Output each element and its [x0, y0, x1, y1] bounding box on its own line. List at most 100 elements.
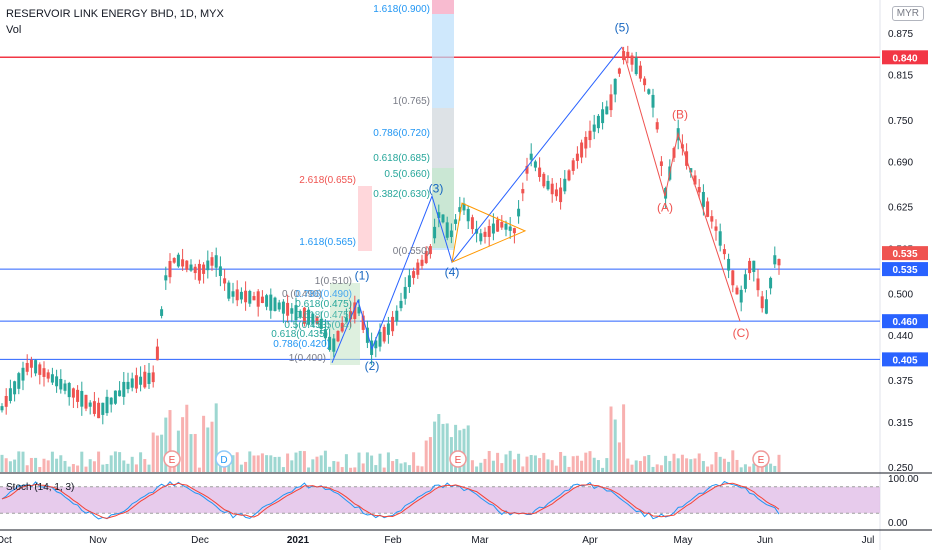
volume-bar [634, 460, 638, 472]
volume-bar [483, 458, 487, 472]
candle-body [580, 142, 584, 158]
last-price-tag [882, 246, 928, 261]
volume-bar [748, 466, 752, 472]
candle-body [63, 383, 67, 391]
fib-level-label: 0.618(0.685) [373, 153, 430, 164]
volume-bar [655, 464, 659, 472]
fib-level-label: 1(0.765) [393, 96, 430, 107]
price-tick-label: 0.375 [888, 376, 913, 387]
volume-bar [647, 454, 651, 472]
candle-body [168, 261, 172, 278]
volume-bar [122, 460, 126, 472]
volume-bar [290, 460, 294, 472]
time-tick-label: Mar [471, 535, 489, 546]
fib-band-red [358, 186, 372, 251]
candle-body [647, 89, 651, 94]
fib-level-label: 0.(0.490) [282, 289, 322, 300]
volume-bar [706, 466, 710, 472]
candle-body [340, 322, 344, 332]
volume-bar [689, 459, 693, 472]
corrective-wave-line [621, 46, 741, 322]
volume-bar [529, 455, 533, 472]
candle-body [323, 329, 327, 339]
candle-body [374, 340, 378, 349]
candle-body [391, 316, 395, 332]
candle-body [319, 318, 323, 329]
volume-bar [727, 461, 731, 472]
candle-body [748, 260, 752, 274]
candle-body [592, 124, 596, 132]
volume-bar [328, 466, 332, 472]
candle-body [109, 397, 113, 405]
volume-bar [59, 455, 63, 472]
volume-bar [571, 456, 575, 472]
candle-body [357, 307, 361, 314]
volume-bar [550, 460, 554, 472]
candle-body [617, 68, 621, 74]
volume-bar [428, 437, 432, 472]
volume-bar [202, 415, 206, 472]
volume-bar [113, 451, 117, 472]
fib-level-label: 0.618(0.435) [271, 329, 328, 340]
candle-body [386, 323, 390, 335]
candle-body [701, 191, 705, 207]
candle-body [256, 291, 260, 307]
volume-bar [391, 461, 395, 472]
volume-bar [462, 428, 466, 472]
volume-bar [626, 458, 630, 472]
volume-bar [315, 456, 319, 472]
time-tick-label: Oct [0, 535, 12, 546]
volume-bar [386, 452, 390, 472]
candle-body [601, 109, 605, 124]
volume-bar [244, 461, 248, 472]
candle-body [533, 161, 537, 168]
volume-bar [613, 419, 617, 472]
candle-body [479, 233, 483, 242]
candle-body [571, 160, 575, 171]
candle-body [101, 402, 105, 415]
event-marker-label: E [455, 455, 462, 466]
candle-body [760, 296, 764, 309]
candle-body [34, 360, 38, 374]
candle-body [584, 136, 588, 149]
volume-bar [365, 452, 369, 472]
candle-body [735, 287, 739, 295]
candle-body [113, 390, 117, 404]
volume-bar [525, 456, 529, 472]
volume-bar [38, 467, 42, 472]
price-tick-label: 0.500 [888, 289, 913, 300]
volume-bar [445, 423, 449, 472]
candle-body [38, 364, 42, 375]
candle-body [710, 216, 714, 222]
candle-body [626, 51, 630, 57]
time-tick-label: Jun [757, 535, 773, 546]
candle-body [67, 383, 71, 398]
candle-body [567, 170, 571, 181]
symbol-title[interactable]: RESERVOIR LINK ENERGY BHD, 1D, MYX [6, 8, 224, 20]
volume-bar [80, 451, 84, 472]
fib-level-label: 0(0.550) [393, 246, 430, 257]
volume-bar [336, 461, 340, 472]
candle-body [315, 316, 319, 324]
volume-bar [378, 453, 382, 472]
candle-body [622, 51, 626, 61]
volume-bar [294, 452, 298, 472]
candle-body [588, 130, 592, 141]
level-tag-label: 0.405 [892, 355, 917, 366]
price-tick-label: 0.750 [888, 116, 913, 127]
volume-bar [420, 466, 424, 472]
level-tag [882, 314, 928, 329]
candle-body [399, 300, 403, 309]
currency-badge[interactable]: MYR [891, 6, 924, 21]
candle-body [752, 260, 756, 272]
time-tick-label: Nov [89, 535, 107, 546]
fib-level-label: 0.786(0.720) [373, 128, 430, 139]
candle-body [407, 275, 411, 288]
candle-body [458, 207, 462, 212]
candle-body [764, 299, 768, 314]
candle-body [769, 277, 773, 289]
price-tick-label: 0.815 [888, 71, 913, 82]
volume-bar [412, 452, 416, 472]
